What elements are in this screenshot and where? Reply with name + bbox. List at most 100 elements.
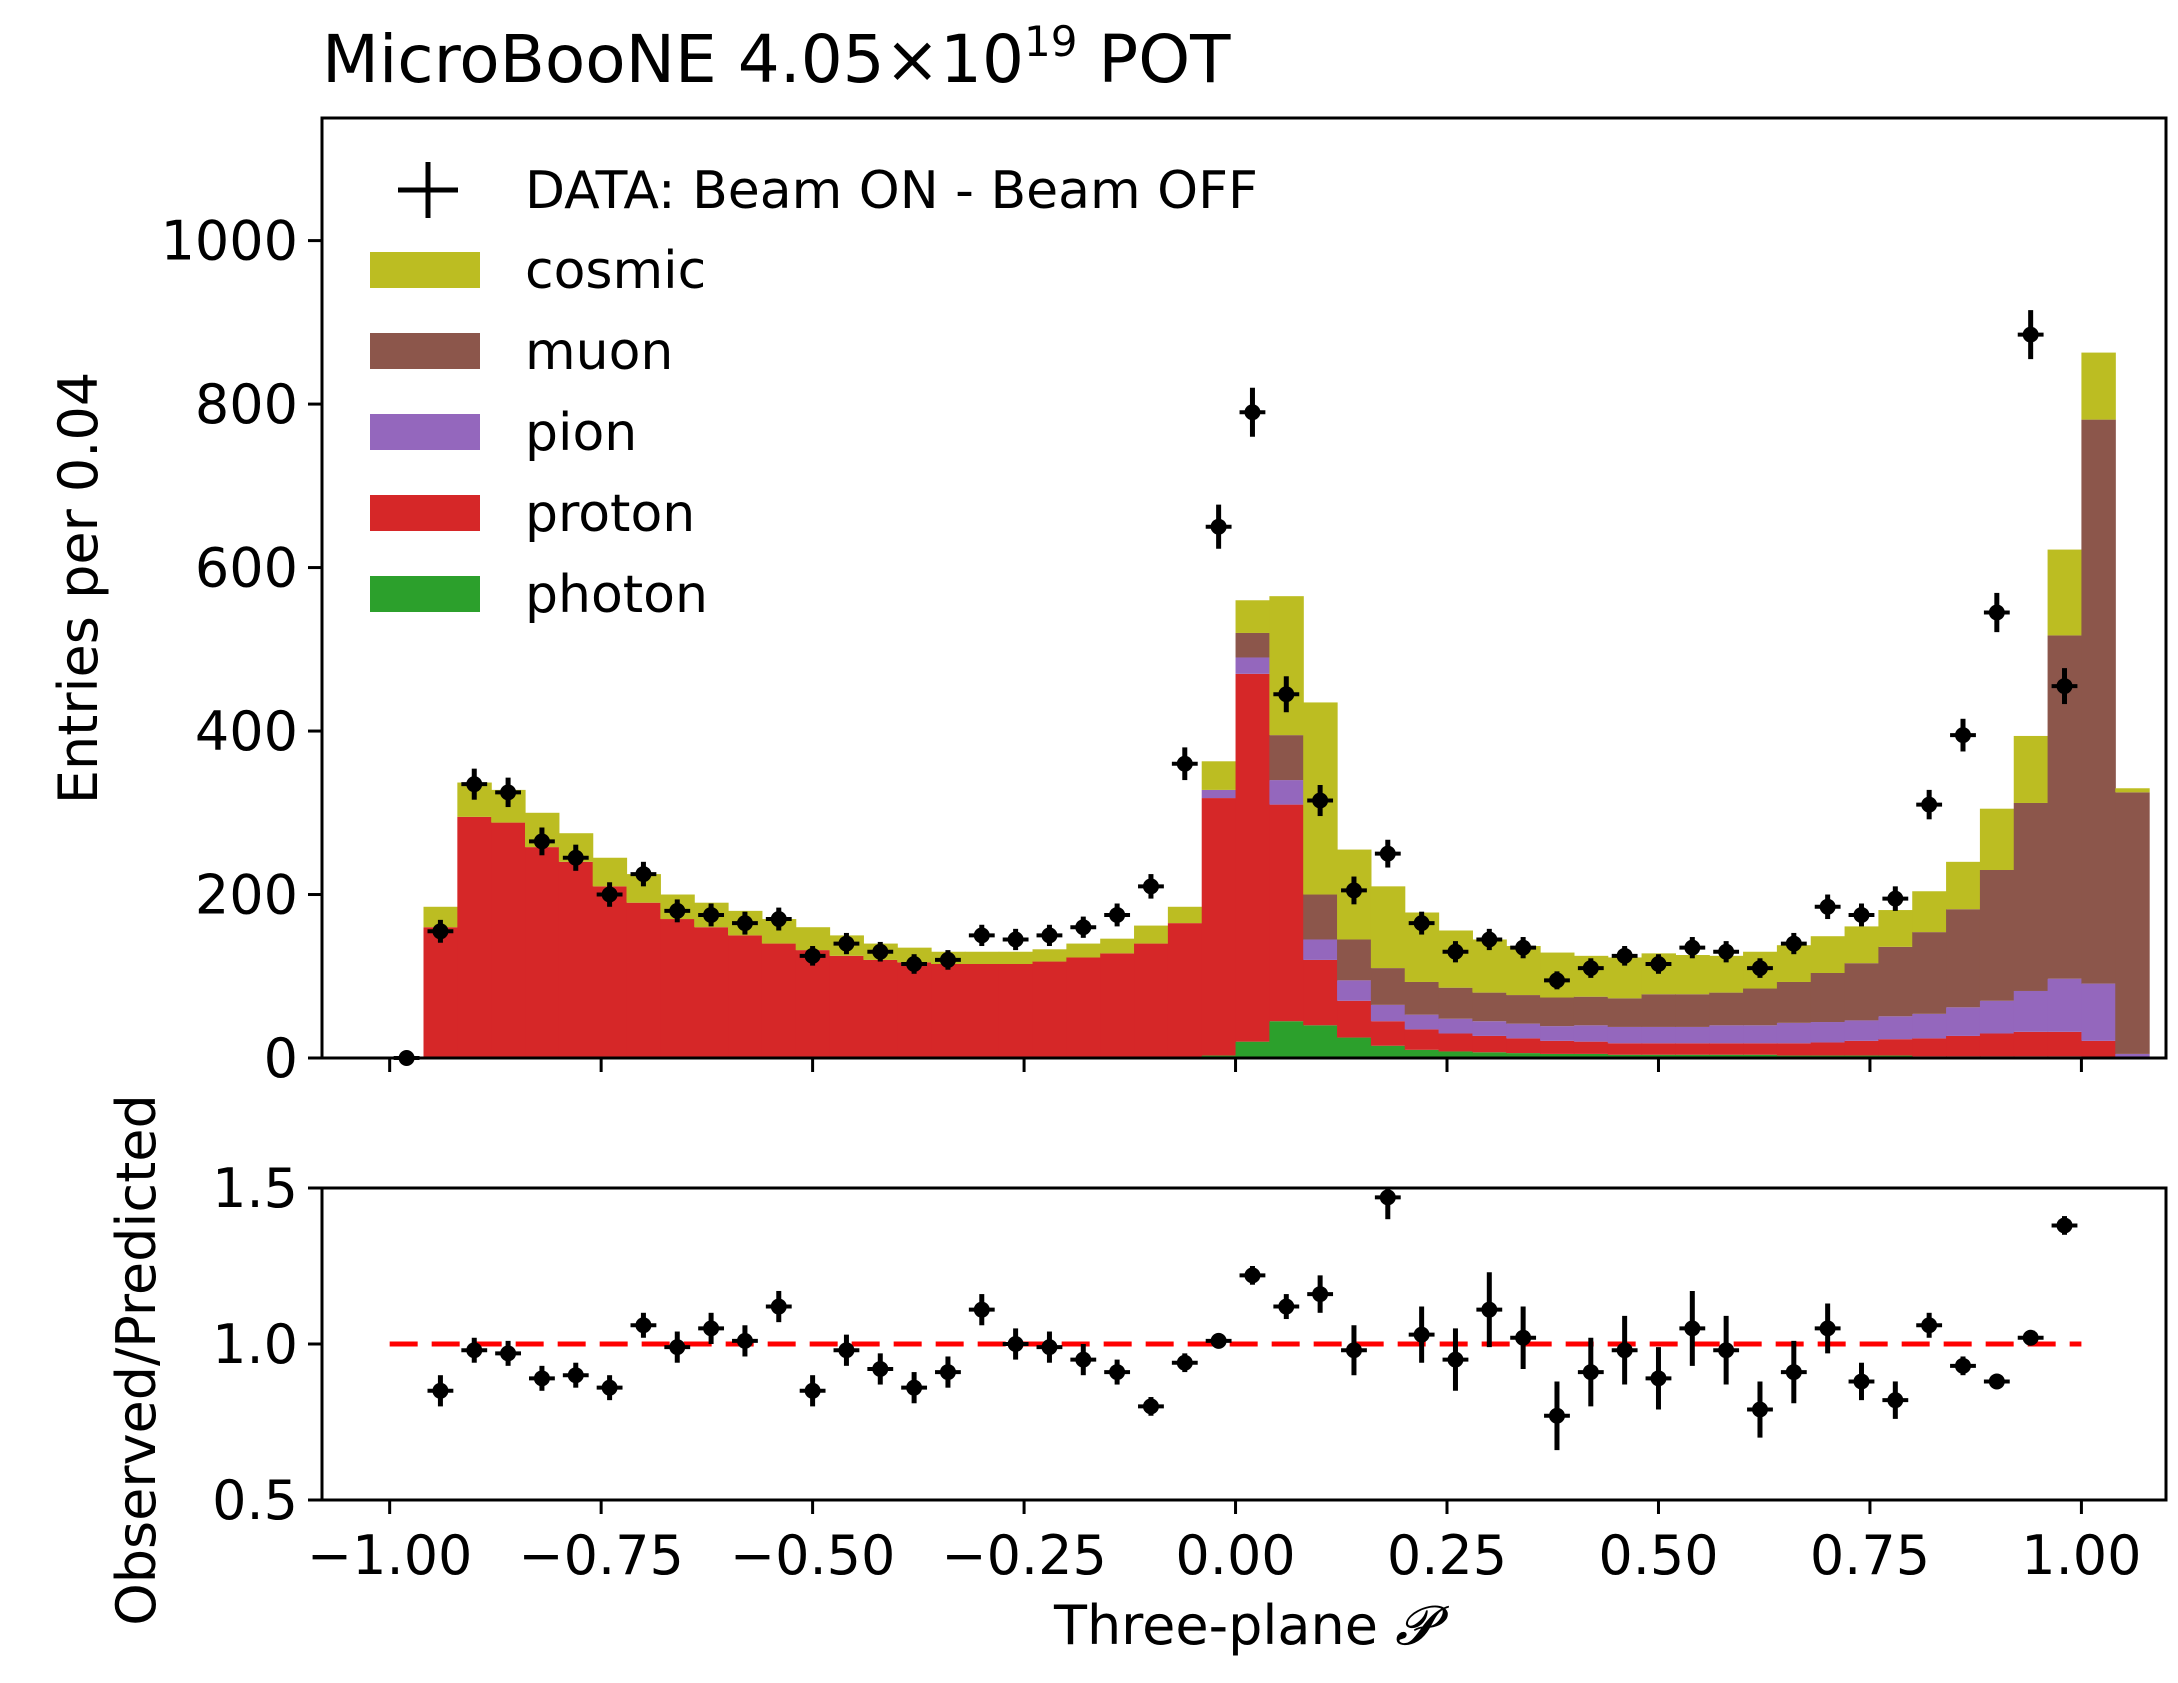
ratio-point-16 — [968, 1294, 995, 1326]
ratio-axes-frame — [320, 1186, 2168, 1502]
bar-pion-32 — [1506, 1023, 1541, 1039]
data-point-marker-24 — [1210, 518, 1227, 535]
data-point-22 — [1138, 874, 1164, 899]
data-point-25 — [1239, 387, 1266, 437]
bar-muon-39 — [1743, 988, 1778, 1026]
ratio-point-marker-16 — [973, 1301, 990, 1318]
data-point-marker-46 — [1954, 727, 1971, 744]
ratio-point-marker-13 — [872, 1360, 889, 1377]
ratio-point-marker-7 — [669, 1339, 686, 1356]
ratio-point-26 — [1307, 1275, 1334, 1313]
ratio-point-12 — [833, 1334, 860, 1366]
legend-label-data: DATA: Beam ON - Beam OFF — [525, 161, 1258, 221]
bar-muon-40 — [1776, 981, 1812, 1023]
ratio-point-marker-35 — [1616, 1342, 1633, 1359]
bar-muon-44 — [1912, 932, 1947, 1014]
legend-item-photon: photon — [370, 565, 708, 625]
legend: DATA: Beam ON - Beam OFF cosmic muon pio… — [370, 161, 1258, 625]
bar-proton-44 — [1912, 1038, 1947, 1057]
ratio-y-tick-label-1.5: 1.5 — [212, 1157, 298, 1220]
bar-proton-9 — [728, 935, 763, 1058]
bar-pion-28 — [1370, 1004, 1406, 1022]
ratio-point-42 — [1848, 1362, 1875, 1401]
bar-proton-43 — [1878, 1039, 1913, 1056]
bar-cosmic-19 — [1066, 943, 1101, 958]
data-point-marker-19 — [1041, 927, 1058, 944]
data-point-40 — [1747, 958, 1773, 978]
bar-proton-25 — [1269, 804, 1304, 1022]
ratio-point-marker-38 — [1718, 1342, 1735, 1359]
data-point-24 — [1205, 504, 1232, 549]
ratio-point-31 — [1476, 1272, 1503, 1348]
bar-pion-47 — [2013, 990, 2049, 1032]
ratio-point-marker-11 — [804, 1382, 821, 1399]
data-point-21 — [1104, 903, 1131, 927]
bar-proton-34 — [1573, 1041, 1609, 1054]
data-point-marker-17 — [973, 927, 990, 944]
chart-title-suffix: POT — [1077, 21, 1231, 98]
data-point-marker-41 — [1785, 935, 1802, 952]
ratio-point-13 — [867, 1353, 894, 1385]
bar-muon-24 — [1235, 632, 1270, 658]
bar-proton-23 — [1201, 798, 1237, 1056]
ratio-point-27 — [1341, 1325, 1367, 1376]
y-tick-label-200: 200 — [195, 864, 298, 927]
bar-muon-45 — [1946, 909, 1981, 1008]
bar-muon-47 — [2013, 802, 2049, 991]
bar-proton-5 — [592, 886, 628, 1058]
ratio-point-32 — [1510, 1306, 1537, 1369]
data-point-49 — [2051, 668, 2078, 705]
ratio-point-22 — [1171, 1353, 1198, 1373]
bar-muon-49 — [2081, 419, 2116, 984]
bar-proton-27 — [1337, 1000, 1372, 1038]
data-point-marker-28 — [1345, 882, 1362, 899]
bar-proton-35 — [1607, 1043, 1643, 1055]
bar-muon-50 — [2115, 792, 2150, 1054]
data-point-1 — [427, 919, 454, 943]
ratio-point-marker-45 — [1954, 1357, 1971, 1374]
bar-pion-26 — [1303, 939, 1338, 960]
ratio-point-marker-5 — [601, 1379, 618, 1396]
ratio-point-marker-4 — [567, 1367, 584, 1384]
bar-proton-39 — [1743, 1043, 1778, 1055]
bar-proton-38 — [1709, 1043, 1744, 1055]
bar-pion-49 — [2081, 983, 2116, 1041]
ratio-point-23 — [1205, 1332, 1232, 1349]
x-tick-label--0.5: −0.50 — [730, 1524, 895, 1587]
ratio-point-marker-30 — [1447, 1351, 1464, 1368]
data-point-17 — [968, 924, 995, 947]
ratio-point-marker-36 — [1650, 1370, 1667, 1387]
data-point-marker-32 — [1481, 931, 1498, 948]
legend-label-pion: pion — [525, 403, 637, 463]
bar-muon-46 — [1979, 870, 2015, 1001]
bar-proton-15 — [931, 964, 966, 1058]
data-point-43 — [1848, 903, 1875, 927]
ratio-point-15 — [935, 1356, 961, 1388]
data-point-marker-48 — [2022, 326, 2039, 343]
data-point-39 — [1713, 941, 1740, 963]
data-point-marker-23 — [1176, 755, 1193, 772]
bar-muon-38 — [1709, 992, 1744, 1026]
data-point-marker-15 — [906, 956, 923, 972]
y-axis-label: Entries per 0.04 — [47, 372, 110, 804]
ratio-point-10 — [765, 1290, 792, 1323]
ratio-point-4 — [562, 1362, 589, 1388]
legend-swatch-proton — [370, 495, 480, 531]
data-point-marker-30 — [1413, 915, 1430, 932]
ratio-point-37 — [1679, 1290, 1706, 1366]
ratio-point-marker-22 — [1176, 1354, 1193, 1371]
ratio-point-marker-25 — [1278, 1298, 1295, 1315]
data-point-10 — [732, 911, 758, 935]
bar-proton-36 — [1641, 1043, 1676, 1055]
data-point-marker-14 — [872, 943, 889, 960]
data-point-16 — [935, 950, 961, 970]
bar-muon-27 — [1337, 939, 1372, 981]
bar-cosmic-44 — [1912, 891, 1947, 933]
data-point-marker-2 — [466, 776, 483, 793]
ratio-y-ticks: 0.5 1.0 1.5 — [212, 1157, 322, 1532]
bar-cosmic-37 — [1675, 955, 1710, 995]
ratio-point-marker-18 — [1041, 1339, 1058, 1356]
data-point-marker-21 — [1109, 906, 1126, 923]
data-point-marker-11 — [770, 911, 787, 928]
bar-photon-28 — [1370, 1045, 1406, 1058]
